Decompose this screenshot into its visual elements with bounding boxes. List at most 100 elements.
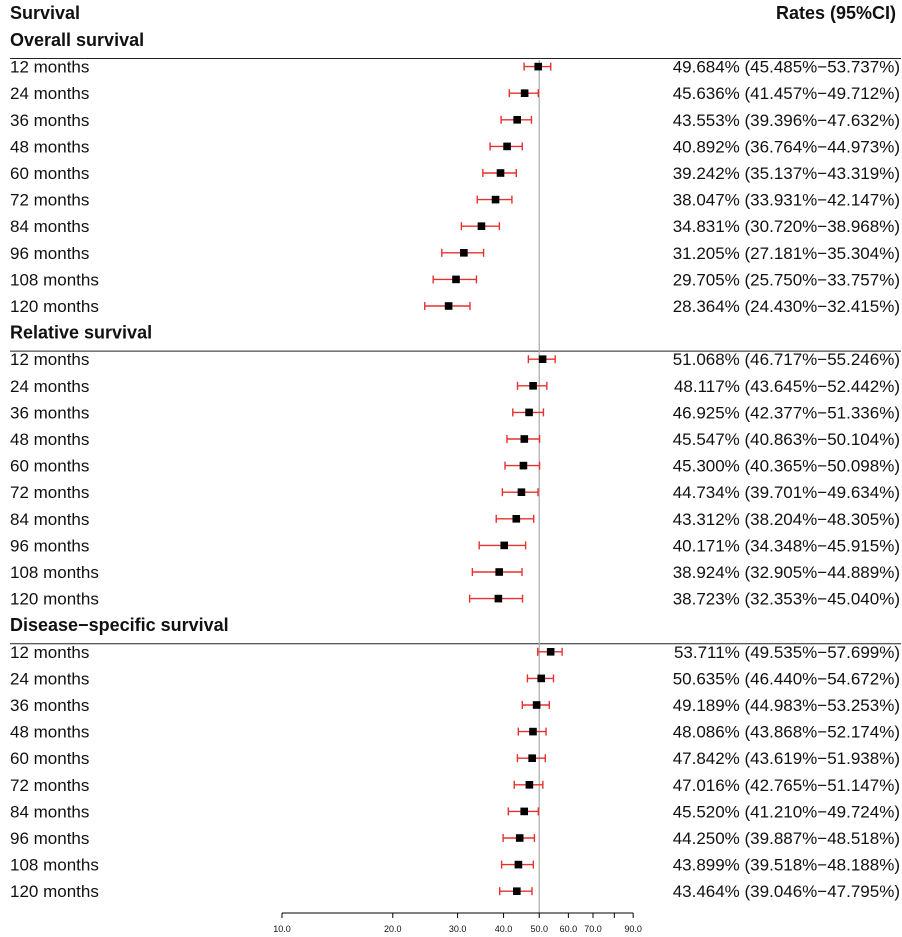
x-tick-label: 10.0: [273, 924, 291, 934]
x-tick-label: 50.0: [530, 924, 548, 934]
point-estimate: [532, 701, 541, 709]
rate-text: 38.047% (33.931%−42.147%): [673, 191, 900, 210]
point-estimate: [500, 541, 509, 550]
point-estimate: [503, 142, 511, 151]
row-label: 36 months: [10, 403, 89, 422]
group-title: Disease−specific survival: [10, 615, 229, 635]
rate-text: 45.636% (41.457%−49.712%): [673, 84, 900, 103]
point-estimate: [525, 408, 533, 417]
row-label: 72 months: [10, 191, 89, 210]
point-estimate: [515, 834, 524, 842]
rate-text: 47.016% (42.765%−51.147%): [673, 776, 900, 795]
row-label: 108 months: [10, 563, 99, 582]
row-label: 60 months: [10, 749, 89, 768]
rate-text: 40.171% (34.348%−45.915%): [673, 536, 900, 555]
survival-header: Survival: [10, 3, 80, 23]
point-estimate: [491, 195, 500, 204]
rate-text: 44.734% (39.701%−49.634%): [673, 483, 900, 502]
point-estimate: [529, 727, 537, 736]
rate-text: 45.547% (40.863%−50.104%): [673, 430, 900, 449]
point-estimate: [495, 568, 504, 576]
point-estimate: [496, 169, 505, 177]
rate-text: 38.723% (32.353%−45.040%): [673, 590, 900, 609]
row-label: 108 months: [10, 270, 99, 289]
point-estimate: [513, 887, 521, 895]
rate-text: 51.068% (46.717%−55.246%): [673, 350, 900, 369]
row-label: 60 months: [10, 164, 89, 183]
group-title: Overall survival: [10, 30, 144, 50]
rate-text: 28.364% (24.430%−32.415%): [673, 297, 900, 316]
point-estimate: [452, 275, 460, 284]
row-label: 120 months: [10, 590, 99, 609]
point-estimate: [534, 62, 543, 71]
row-label: 120 months: [10, 882, 99, 901]
rate-text: 47.842% (43.619%−51.938%): [673, 749, 900, 768]
x-tick-label: 70.0: [584, 924, 602, 934]
rate-text: 43.464% (39.046%−47.795%): [673, 882, 900, 901]
point-estimate: [517, 488, 526, 496]
rate-text: 45.300% (40.365%−50.098%): [673, 457, 900, 476]
row-label: 96 months: [10, 829, 89, 848]
row-label: 48 months: [10, 723, 89, 742]
rate-text: 44.250% (39.887%−48.518%): [673, 829, 900, 848]
row-label: 36 months: [10, 111, 89, 130]
point-estimate: [512, 515, 521, 523]
point-estimate: [546, 648, 555, 656]
row-label: 72 months: [10, 776, 89, 795]
rate-text: 39.242% (35.137%−43.319%): [673, 164, 900, 183]
x-tick-label: 30.0: [449, 924, 467, 934]
row-label: 96 months: [10, 244, 89, 263]
row-label: 84 months: [10, 217, 89, 236]
rate-text: 29.705% (25.750%−33.757%): [673, 270, 900, 289]
point-estimate: [525, 781, 534, 789]
x-tick-label: 90.0: [624, 924, 642, 934]
point-estimate: [444, 302, 453, 310]
rate-text: 48.086% (43.868%−52.174%): [673, 723, 900, 742]
rate-text: 49.189% (44.983%−53.253%): [673, 696, 900, 715]
row-label: 12 months: [10, 350, 89, 369]
row-label: 24 months: [10, 84, 89, 103]
point-estimate: [537, 674, 546, 683]
rate-text: 49.684% (45.485%−53.737%): [673, 58, 900, 77]
row-label: 96 months: [10, 536, 89, 555]
row-label: 24 months: [10, 669, 89, 688]
rate-text: 34.831% (30.720%−38.968%): [673, 217, 900, 236]
row-label: 108 months: [10, 856, 99, 875]
row-label: 84 months: [10, 510, 89, 529]
row-label: 12 months: [10, 643, 89, 662]
rate-text: 43.899% (39.518%−48.188%): [673, 856, 900, 875]
x-tick-label: 60.0: [560, 924, 578, 934]
point-estimate: [529, 382, 537, 390]
rate-text: 45.520% (41.210%−49.724%): [673, 802, 900, 821]
row-label: 120 months: [10, 297, 99, 316]
point-estimate: [520, 807, 529, 816]
rate-text: 46.925% (42.377%−51.336%): [673, 403, 900, 422]
point-estimate: [538, 355, 547, 363]
point-estimate: [514, 860, 523, 869]
point-estimate: [513, 116, 521, 124]
x-tick-label: 40.0: [495, 924, 513, 934]
point-estimate: [520, 435, 529, 443]
rate-text: 31.205% (27.181%−35.304%): [673, 244, 900, 263]
rate-text: 50.635% (46.440%−54.672%): [673, 669, 900, 688]
rate-text: 43.553% (39.396%−47.632%): [673, 111, 900, 130]
point-estimate: [494, 594, 503, 603]
row-label: 12 months: [10, 58, 89, 77]
point-estimate: [528, 754, 536, 762]
row-label: 24 months: [10, 377, 89, 396]
x-tick-label: 20.0: [384, 924, 402, 934]
group-title: Relative survival: [10, 323, 152, 343]
rate-text: 43.312% (38.204%−48.305%): [673, 510, 900, 529]
row-label: 72 months: [10, 483, 89, 502]
row-label: 36 months: [10, 696, 89, 715]
rates-header: Rates (95%CI): [776, 3, 896, 23]
rate-text: 40.892% (36.764%−44.973%): [673, 137, 900, 156]
rate-text: 38.924% (32.905%−44.889%): [673, 563, 900, 582]
point-estimate: [460, 249, 468, 257]
rate-text: 53.711% (49.535%−57.699%): [674, 643, 900, 662]
point-estimate: [520, 89, 529, 97]
row-label: 48 months: [10, 430, 89, 449]
row-label: 48 months: [10, 137, 89, 156]
row-label: 60 months: [10, 457, 89, 476]
